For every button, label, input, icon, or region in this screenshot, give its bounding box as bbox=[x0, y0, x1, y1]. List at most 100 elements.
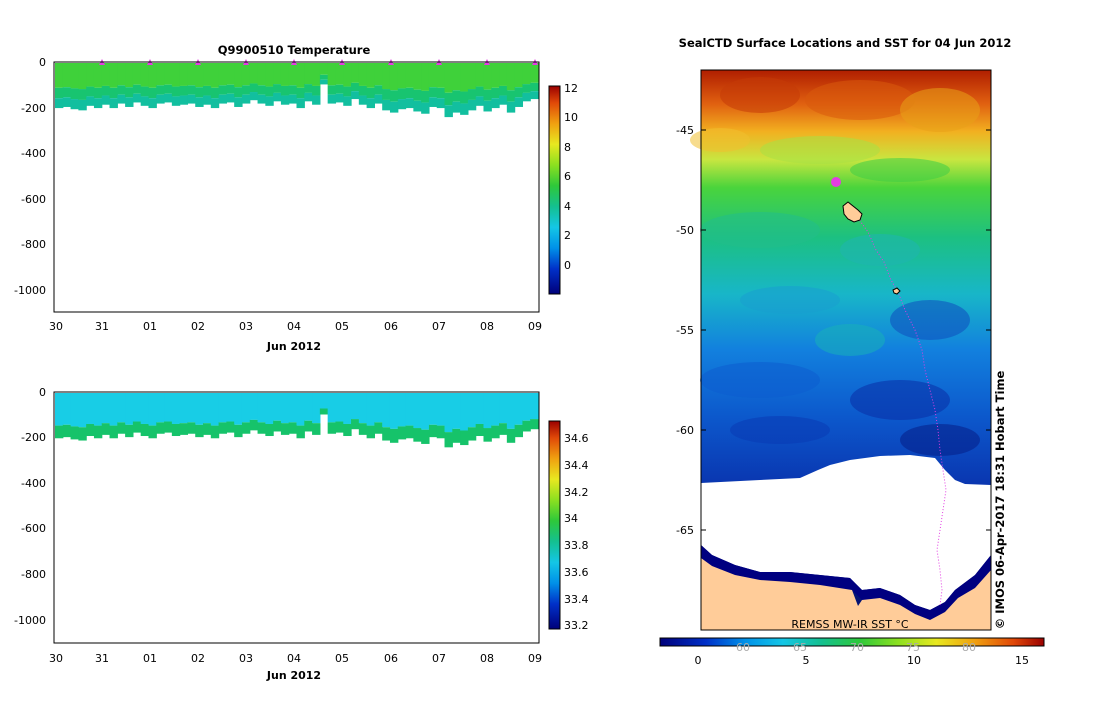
sst-colorbar-ramp bbox=[659, 637, 1045, 647]
profile-column bbox=[156, 422, 165, 434]
profile-column bbox=[413, 100, 422, 112]
profile-column bbox=[241, 422, 251, 434]
profile-column bbox=[288, 94, 298, 104]
salinity-colorbar-tick: 33.2 bbox=[564, 619, 589, 632]
salinity-y-tick: -600 bbox=[21, 522, 46, 535]
profile-column bbox=[483, 89, 492, 101]
profile-column bbox=[249, 63, 259, 84]
map-lat-axis: -45 -50 -55 -60 -65 bbox=[676, 124, 991, 537]
lat-tick: -45 bbox=[676, 124, 694, 137]
profile-column bbox=[304, 420, 313, 432]
profile-column bbox=[195, 63, 204, 88]
profile-column bbox=[226, 421, 235, 433]
profile-column bbox=[249, 92, 259, 101]
sst-patch bbox=[815, 324, 885, 356]
profile-column bbox=[156, 63, 165, 86]
profile-column bbox=[179, 63, 189, 86]
profile-column bbox=[499, 63, 508, 86]
profile-column bbox=[273, 420, 282, 432]
profile-column bbox=[397, 426, 407, 440]
profile-column bbox=[452, 101, 461, 113]
profile-column bbox=[86, 393, 95, 424]
profile-column bbox=[257, 393, 266, 423]
sst-patch bbox=[890, 300, 970, 340]
profile-column bbox=[382, 63, 391, 90]
profile-column bbox=[187, 94, 196, 104]
profile-column bbox=[351, 82, 360, 92]
temperature-y-axis: 0 -200 -400 -600 -800 -1000 bbox=[14, 56, 46, 297]
lat-tick: -50 bbox=[676, 224, 694, 237]
profile-column bbox=[530, 419, 539, 430]
temperature-colorbar-tick: 10 bbox=[564, 111, 578, 124]
profile-column bbox=[467, 427, 477, 441]
profile-column bbox=[265, 393, 274, 424]
profile-column bbox=[109, 98, 118, 109]
profile-column bbox=[460, 63, 469, 92]
profile-column bbox=[55, 98, 64, 109]
salinity-y-tick: -800 bbox=[21, 568, 46, 581]
temperature-x-tick: 07 bbox=[432, 320, 446, 333]
profile-column bbox=[226, 63, 235, 85]
profile-column bbox=[452, 63, 461, 91]
sst-patch bbox=[730, 416, 830, 444]
profile-column bbox=[436, 98, 446, 109]
profile-column bbox=[499, 423, 508, 435]
profile-column bbox=[148, 63, 157, 88]
profile-column bbox=[226, 84, 235, 94]
profile-column bbox=[530, 91, 539, 100]
profile-column bbox=[421, 429, 430, 444]
profile-column bbox=[93, 63, 103, 88]
salinity-colorbar-tick: 33.6 bbox=[564, 566, 589, 579]
temperature-x-tick: 01 bbox=[143, 320, 157, 333]
temperature-x-tick: 31 bbox=[95, 320, 109, 333]
temperature-x-tick: 04 bbox=[287, 320, 301, 333]
temperature-plot-title: Q9900510 Temperature bbox=[218, 43, 371, 57]
imos-credit: © IMOS 06-Apr-2017 18:31 Hobart Time bbox=[993, 371, 1007, 630]
profile-column bbox=[343, 96, 352, 106]
profile-column bbox=[288, 85, 298, 95]
profile-column bbox=[514, 97, 524, 107]
profile-column bbox=[351, 419, 360, 430]
profile-column bbox=[109, 393, 118, 426]
profile-column bbox=[436, 87, 446, 99]
sst-patch bbox=[850, 158, 950, 182]
profile-column bbox=[304, 393, 313, 421]
profile-column bbox=[249, 83, 259, 93]
profile-column bbox=[405, 98, 414, 109]
profile-column bbox=[522, 92, 531, 102]
temperature-x-tick: 05 bbox=[335, 320, 349, 333]
temperature-y-tick: -1000 bbox=[14, 284, 46, 297]
profile-column bbox=[343, 423, 352, 437]
sst-colorbar-tick: 5 bbox=[803, 654, 810, 667]
profile-column bbox=[210, 393, 220, 426]
profile-column bbox=[436, 393, 446, 426]
profile-column bbox=[218, 63, 227, 86]
profile-column bbox=[241, 85, 251, 95]
profile-column bbox=[382, 89, 391, 100]
profile-column bbox=[475, 393, 485, 424]
profile-column bbox=[86, 86, 95, 97]
salinity-y-tick: -200 bbox=[21, 431, 46, 444]
profile-column bbox=[491, 393, 500, 426]
profile-column bbox=[335, 421, 344, 433]
profile-column bbox=[436, 63, 446, 88]
profile-column bbox=[55, 87, 64, 99]
profile-column bbox=[343, 393, 352, 424]
temperature-colorbar: 12 10 8 6 4 2 0 bbox=[548, 82, 578, 295]
profile-column bbox=[460, 103, 469, 115]
profile-column bbox=[506, 393, 516, 429]
salinity-x-tick: 09 bbox=[528, 652, 542, 665]
profile-column bbox=[358, 423, 368, 435]
profile-column bbox=[101, 95, 111, 105]
profile-column bbox=[62, 63, 72, 88]
profile-column bbox=[374, 94, 383, 104]
profile-column bbox=[234, 87, 243, 98]
profile-column bbox=[265, 423, 274, 437]
profile-column bbox=[530, 63, 539, 83]
profile-column bbox=[273, 63, 282, 85]
profile-column bbox=[428, 424, 438, 438]
profile-column bbox=[327, 94, 337, 104]
profile-column bbox=[218, 393, 227, 423]
profile-column bbox=[86, 96, 95, 106]
profile-column bbox=[312, 423, 321, 435]
